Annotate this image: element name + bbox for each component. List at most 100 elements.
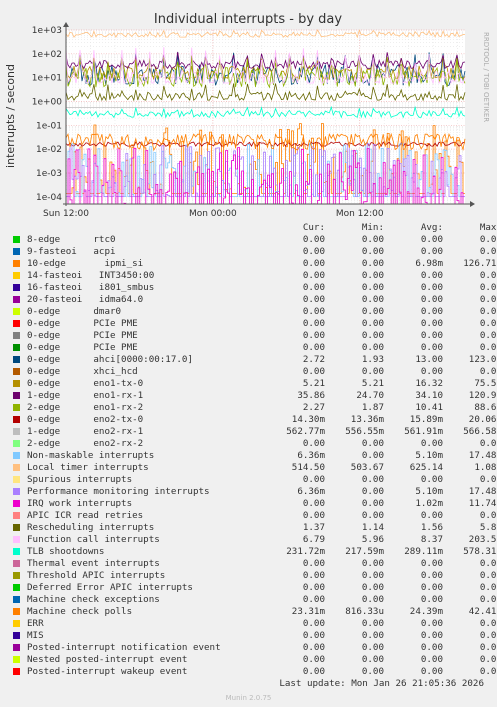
legend-value-max: 42.41m <box>468 606 497 617</box>
legend-row: 2-edge eno2-rx-2 0.00 0.00 0.00 0.00 <box>8 438 497 450</box>
legend-value-cur: 6.36m <box>297 486 325 497</box>
legend-value-min: 1.14 <box>361 522 384 533</box>
legend-value-max: 0.00 <box>479 270 497 281</box>
legend-value-max: 0.00 <box>479 282 497 293</box>
legend-series-name: 2-edge eno2-rx-2 <box>27 438 144 449</box>
legend: Cur: Min: Avg: Max: 8-edge rtc00.000.000… <box>8 222 497 678</box>
y-tick-label: 1e-02 <box>36 145 62 155</box>
legend-value-cur: 0.00 <box>302 654 325 665</box>
legend-value-avg: 0.00 <box>420 246 443 257</box>
legend-value-avg: 0.00 <box>420 642 443 653</box>
series-line <box>65 147 465 205</box>
x-tick-label: Mon 00:00 <box>189 209 237 219</box>
legend-value-min: 0.00 <box>361 246 384 257</box>
legend-value-min: 0.00 <box>361 630 384 641</box>
legend-value-min: 1.87 <box>361 402 384 413</box>
legend-row: Threshold APIC interrupts 0.00 0.00 0.00 0.0… <box>8 570 497 582</box>
legend-value-cur: 0.00 <box>302 246 325 257</box>
legend-series-name: APIC ICR read retries <box>27 510 144 521</box>
legend-value-cur: 0.00 <box>302 498 325 509</box>
legend-value-cur: 0.00 <box>302 318 325 329</box>
legend-series-name: Spurious interrupts <box>27 474 133 485</box>
legend-swatch <box>13 296 20 303</box>
legend-value-max: 578.31m <box>463 546 497 557</box>
series-line <box>65 141 466 148</box>
legend-value-max: 11.74m <box>468 498 497 509</box>
legend-value-avg: 0.00 <box>420 318 443 329</box>
legend-value-min: 0.00 <box>361 294 384 305</box>
legend-series-name: Posted-interrupt wakeup event <box>27 666 188 677</box>
legend-series-name: 0-edge xhci_hcd <box>27 366 138 377</box>
legend-series-name: Nested posted-interrupt event <box>27 654 188 665</box>
legend-value-max: 0.00 <box>479 654 497 665</box>
legend-value-cur: 2.72 <box>302 354 325 365</box>
legend-series-name: Function call interrupts <box>27 534 160 545</box>
legend-value-min: 0.00 <box>361 654 384 665</box>
legend-swatch <box>13 548 20 555</box>
y-tick-label: 1e-01 <box>36 121 62 131</box>
legend-value-min: 0.00 <box>361 642 384 653</box>
legend-value-min: 0.00 <box>361 258 384 269</box>
series-line <box>65 83 466 102</box>
legend-value-min: 0.00 <box>361 474 384 485</box>
legend-value-avg: 10.41 <box>415 402 443 413</box>
legend-value-max: 0.00 <box>479 318 497 329</box>
legend-series-name: 0-edge eno1-tx-0 <box>27 378 144 389</box>
legend-value-min: 0.00 <box>361 450 384 461</box>
y-tick-label: 1e+01 <box>32 74 62 84</box>
legend-value-min: 5.96 <box>361 534 384 545</box>
legend-row: 20-fasteoi idma64.0 0.00 0.00 0.00 0.00 <box>8 294 497 306</box>
legend-value-max: 0.00 <box>479 570 497 581</box>
legend-swatch <box>13 596 20 603</box>
legend-value-min: 816.33u <box>345 606 384 617</box>
legend-value-max: 0.00 <box>479 246 497 257</box>
legend-row: IRQ work interrupts 0.00 0.00 1.02m 11.74m <box>8 498 497 510</box>
legend-swatch <box>13 536 20 543</box>
legend-value-avg: 1.02m <box>415 498 443 509</box>
legend-value-max: 0.00 <box>479 234 497 245</box>
legend-value-avg: 0.00 <box>420 270 443 281</box>
legend-value-cur: 0.00 <box>302 558 325 569</box>
legend-value-max: 5.87 <box>479 522 497 533</box>
legend-series-name: Local timer interrupts <box>27 462 149 473</box>
legend-row: 2-edge eno1-rx-2 2.27 1.87 10.41 88.69 <box>8 402 497 414</box>
legend-row: 0-edge PCIe PME 0.00 0.00 0.00 0.00 <box>8 330 497 342</box>
legend-value-avg: 15.89m <box>409 414 443 425</box>
legend-series-name: 0-edge ahci[0000:00:17.0] <box>27 354 193 365</box>
legend-swatch <box>13 404 20 411</box>
y-tick-label: 1e+00 <box>32 97 63 107</box>
y-tick-label: 1e-03 <box>36 169 62 179</box>
legend-value-cur: 514.50 <box>291 462 325 473</box>
legend-row: 9-fasteoi acpi 0.00 0.00 0.00 0.00 <box>8 246 497 258</box>
legend-value-min: 0.00 <box>361 438 384 449</box>
legend-value-cur: 0.00 <box>302 642 325 653</box>
legend-value-max: 0.00 <box>479 510 497 521</box>
legend-series-name: Deferred Error APIC interrupts <box>27 582 193 593</box>
legend-series-name: 8-edge rtc0 <box>27 234 116 245</box>
legend-value-avg: 0.00 <box>420 306 443 317</box>
legend-value-avg: 24.39m <box>409 606 443 617</box>
legend-swatch <box>13 332 20 339</box>
legend-swatch <box>13 632 20 639</box>
legend-swatch <box>13 272 20 279</box>
legend-series-name: 0-edge PCIe PME <box>27 318 138 329</box>
legend-value-min: 0.00 <box>361 558 384 569</box>
legend-swatch <box>13 644 20 651</box>
legend-value-avg: 0.00 <box>420 342 443 353</box>
legend-series-name: 0-edge eno2-tx-0 <box>27 414 144 425</box>
legend-value-max: 0.00 <box>479 474 497 485</box>
legend-value-avg: 0.00 <box>420 366 443 377</box>
legend-value-max: 566.58m <box>463 426 497 437</box>
legend-value-cur: 6.36m <box>297 450 325 461</box>
legend-row: Function call interrupts 6.79 5.96 8.37 203.… <box>8 534 497 546</box>
legend-row: 0-edge eno2-tx-0 14.30m 13.36m 15.89m 20.06m <box>8 414 497 426</box>
legend-value-cur: 0.00 <box>302 294 325 305</box>
legend-value-min: 13.36m <box>350 414 384 425</box>
legend-value-max: 0.00 <box>479 342 497 353</box>
legend-value-max: 1.08k <box>474 462 497 473</box>
legend-value-min: 0.00 <box>361 582 384 593</box>
legend-value-cur: 0.00 <box>302 582 325 593</box>
legend-value-min: 0.00 <box>361 342 384 353</box>
legend-value-cur: 0.00 <box>302 306 325 317</box>
